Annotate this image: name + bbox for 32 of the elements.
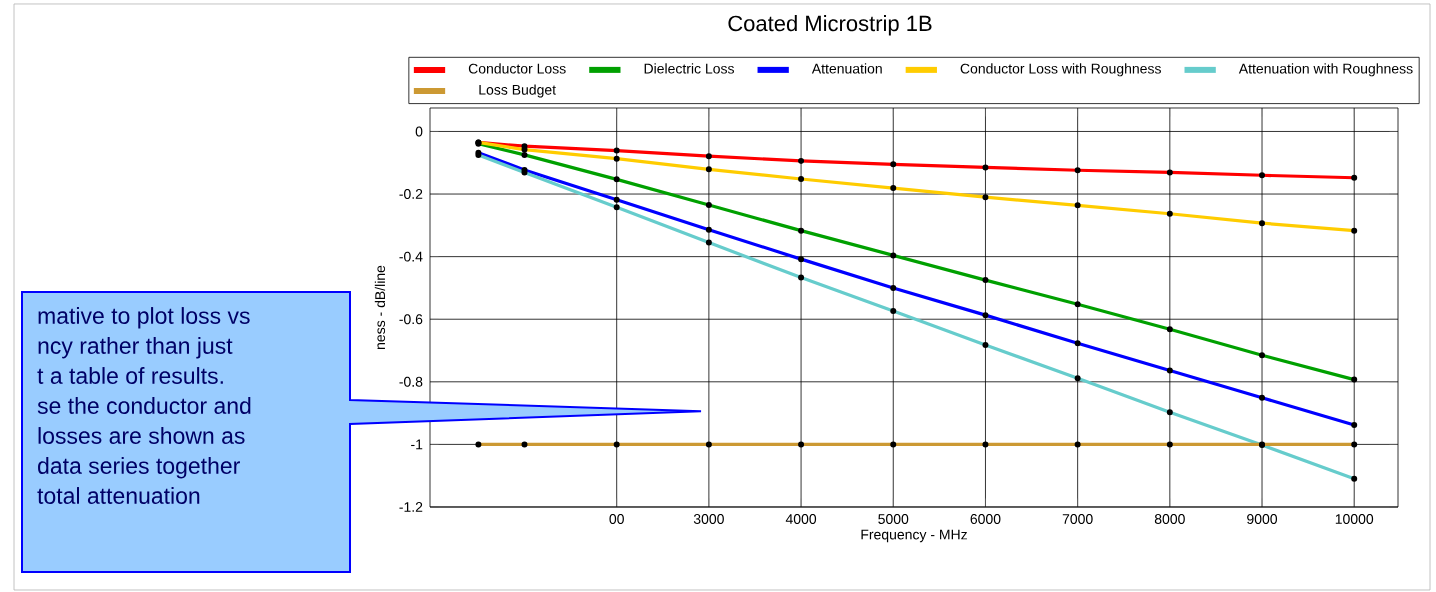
x-tick-label: 8000 [1154,514,1185,524]
y-tick-label: -0.4 [399,251,423,262]
y-tick-label: -1 [411,439,423,450]
legend-label: Dielectric Loss [644,63,734,74]
x-tick-label: 7000 [1062,514,1093,524]
legend-label: Attenuation [811,63,882,74]
text: t a table of results. [37,367,223,384]
legend-label: Attenuation with Roughness [1238,63,1413,77]
text: data series together [38,457,240,479]
text: Loss Budget [479,84,556,98]
text: ncy rather than just [38,337,233,359]
x-tick-label: 3000 [693,514,724,524]
text: total attenuation [37,487,200,504]
legend-label: Conductor Loss with Roughness [960,63,1161,77]
y-tick-label: -0.8 [399,376,423,387]
x-tick-label: 4000 [785,514,817,524]
x-tick-label: 5000 [878,514,909,524]
text: mative to plot loss vs [38,307,250,329]
y-tick-label: -1.2 [399,502,423,512]
x-tick-label: 10000 [1335,514,1374,524]
y-tick-label: -0.6 [399,314,423,325]
text: se the conductor and [37,397,251,414]
y-tick-label: 0 [415,126,423,137]
chart-title: Coated Microstrip 1B [728,15,932,36]
legend-label: Conductor Loss [468,63,566,74]
y-axis-title: ness - dB/line [374,265,386,349]
text: losses are shown as [38,427,245,444]
x-tick-label: 6000 [970,514,1001,524]
y-tick-label: -0.2 [399,189,423,199]
x-axis-title: Frequency - MHz [861,529,967,543]
x-tick-label: 9000 [1247,514,1278,524]
x-tick-label: 00 [609,514,624,524]
